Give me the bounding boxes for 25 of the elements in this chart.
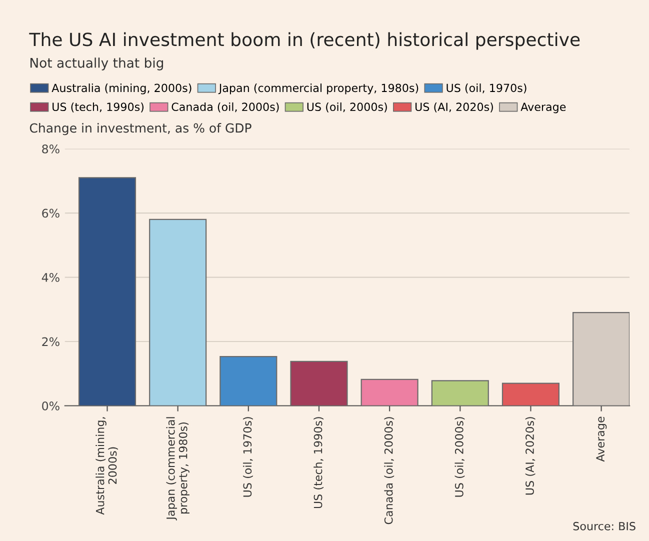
chart-title: The US AI investment boom in (recent) historical perspective (29, 32, 580, 50)
y-tick-label: 4% (42, 272, 60, 282)
legend-label: Japan (commercial property, 1980s) (218, 84, 418, 94)
x-tick-label: Average (596, 416, 607, 462)
x-tick-label: Australia (mining, 2000s) (96, 417, 118, 515)
source-note: Source: BIS (573, 522, 636, 530)
legend-label: US (oil, 2000s) (307, 102, 387, 112)
legend-label: Average (520, 102, 566, 114)
legend-label: Canada (oil, 2000s) (172, 102, 279, 112)
x-tick-label: Canada (oil, 2000s) (384, 417, 394, 524)
legend-label: Australia (mining, 2000s) (52, 84, 192, 94)
y-tick-label: 6% (42, 208, 60, 218)
x-tick-label: Japan (commercial property, 1980s) (166, 417, 190, 520)
y-axis-title: Change in investment, as % of GDP (30, 123, 252, 136)
y-tick-label: 0% (42, 401, 60, 410)
x-tick-label: US (tech, 1990s) (314, 417, 324, 508)
y-tick-label: 8% (42, 144, 60, 154)
legend-label: US (AI, 2020s) (416, 102, 493, 112)
x-tick-label: US (AI, 2020s) (525, 417, 536, 495)
x-tick-label: US (oil, 1970s) (243, 417, 253, 497)
legend-label: US (oil, 1970s) (446, 84, 526, 94)
chart-subtitle: Not actually that big (30, 58, 164, 70)
y-tick-label: 2% (42, 337, 60, 346)
x-tick-label: US (oil, 2000s) (454, 417, 465, 497)
legend-label: US (tech, 1990s) (52, 102, 144, 112)
